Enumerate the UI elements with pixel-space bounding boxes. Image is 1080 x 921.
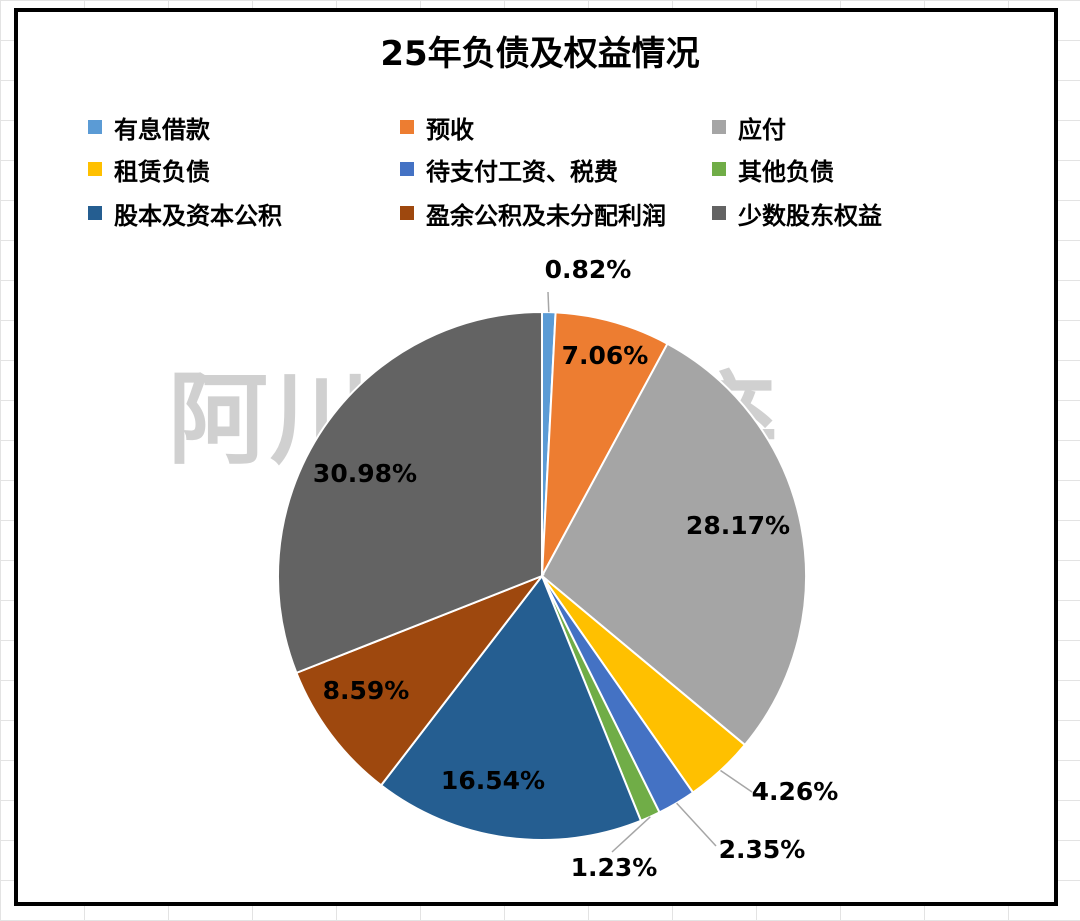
legend-swatch bbox=[400, 206, 414, 220]
legend[interactable]: 有息借款 预收 应付租赁负债 待支付工资、税费 其他负债股本及资本公积 盈余公积及未分配利… bbox=[0, 0, 1080, 240]
legend-item[interactable]: 其他负债 bbox=[712, 152, 834, 186]
leader-line bbox=[611, 816, 651, 853]
legend-swatch bbox=[712, 206, 726, 220]
leader-line bbox=[676, 802, 717, 847]
pie-slice[interactable] bbox=[540, 342, 807, 747]
legend-swatch bbox=[88, 162, 102, 176]
pie-slice[interactable] bbox=[277, 310, 543, 675]
data-label: 1.23% bbox=[571, 853, 658, 882]
legend-label: 租赁负债 bbox=[114, 157, 210, 186]
legend-swatch bbox=[88, 206, 102, 220]
data-label: 30.98% bbox=[313, 459, 417, 488]
pie-slice[interactable] bbox=[379, 574, 643, 841]
pie-slice[interactable] bbox=[295, 573, 545, 787]
leader-line bbox=[720, 769, 753, 793]
legend-swatch bbox=[712, 120, 726, 134]
legend-label: 其他负债 bbox=[738, 157, 834, 186]
legend-label: 股本及资本公积 bbox=[114, 201, 282, 230]
legend-item[interactable]: 应付 bbox=[712, 110, 786, 144]
data-label: 28.17% bbox=[686, 511, 790, 540]
legend-swatch bbox=[400, 162, 414, 176]
legend-swatch bbox=[712, 162, 726, 176]
legend-label: 盈余公积及未分配利润 bbox=[426, 201, 666, 230]
data-label: 8.59% bbox=[323, 676, 410, 705]
legend-item[interactable]: 盈余公积及未分配利润 bbox=[400, 196, 666, 230]
legend-label: 有息借款 bbox=[114, 115, 210, 144]
legend-item[interactable]: 股本及资本公积 bbox=[88, 196, 282, 230]
data-label: 16.54% bbox=[441, 766, 545, 795]
leader-line bbox=[547, 291, 550, 313]
chart-title: 25年负债及权益情况 bbox=[380, 34, 700, 74]
data-label: 0.82% bbox=[545, 255, 632, 284]
pie-slice[interactable] bbox=[541, 311, 669, 577]
legend-label: 应付 bbox=[738, 115, 786, 144]
legend-label: 少数股东权益 bbox=[738, 201, 882, 230]
legend-swatch bbox=[88, 120, 102, 134]
legend-item[interactable]: 少数股东权益 bbox=[712, 196, 882, 230]
data-label: 2.35% bbox=[719, 835, 806, 864]
legend-item[interactable]: 租赁负债 bbox=[88, 152, 210, 186]
legend-label: 预收 bbox=[426, 115, 474, 144]
legend-item[interactable]: 待支付工资、税费 bbox=[400, 152, 618, 186]
data-label: 4.26% bbox=[752, 777, 839, 806]
legend-item[interactable]: 有息借款 bbox=[88, 110, 210, 144]
legend-swatch bbox=[400, 120, 414, 134]
legend-label: 待支付工资、税费 bbox=[426, 157, 618, 186]
data-label: 7.06% bbox=[562, 341, 649, 370]
legend-item[interactable]: 预收 bbox=[400, 110, 474, 144]
